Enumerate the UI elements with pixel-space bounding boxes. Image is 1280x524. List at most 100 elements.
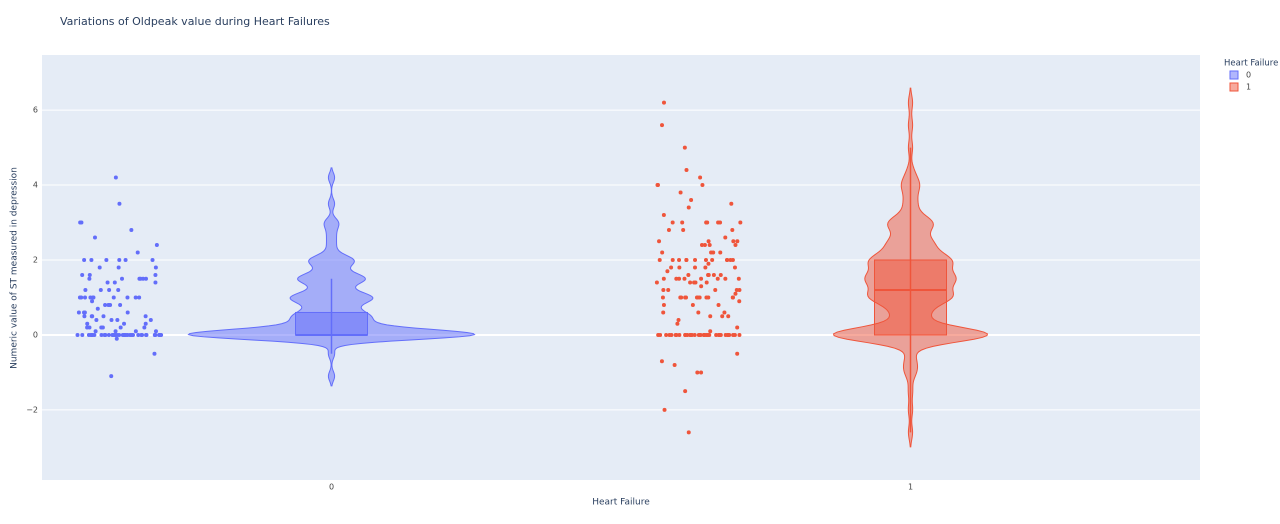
point: [710, 258, 715, 263]
point: [144, 332, 149, 337]
point: [738, 220, 743, 225]
point: [661, 276, 666, 281]
point: [718, 332, 723, 337]
point: [89, 332, 94, 337]
point: [75, 332, 80, 337]
point: [82, 314, 87, 319]
point: [152, 332, 157, 337]
point: [79, 295, 84, 300]
point: [131, 332, 136, 337]
point: [654, 280, 659, 285]
point: [150, 258, 155, 263]
point: [706, 239, 711, 244]
point: [143, 314, 148, 319]
point: [85, 325, 90, 330]
box: [295, 311, 368, 336]
point: [115, 317, 120, 322]
point: [99, 332, 104, 337]
legend-swatch: [1229, 82, 1239, 92]
point: [714, 332, 719, 337]
point: [101, 314, 106, 319]
point: [123, 258, 128, 263]
point: [669, 265, 674, 270]
point: [677, 258, 682, 263]
point: [115, 332, 120, 337]
point: [732, 265, 737, 270]
point: [686, 205, 691, 210]
point: [737, 287, 742, 292]
point: [723, 235, 728, 240]
point: [729, 201, 734, 206]
point: [103, 332, 108, 337]
point: [112, 280, 117, 285]
point: [706, 272, 711, 277]
point: [661, 310, 666, 315]
point: [708, 329, 713, 334]
point: [660, 295, 665, 300]
point: [129, 228, 134, 233]
point: [661, 213, 666, 218]
point: [133, 295, 138, 300]
point: [119, 276, 124, 281]
point: [686, 430, 691, 435]
point: [703, 258, 708, 263]
point: [704, 280, 709, 285]
point: [662, 407, 667, 412]
point: [110, 332, 115, 337]
legend-title: Heart Failure: [1224, 59, 1278, 69]
point: [113, 175, 118, 180]
point: [688, 280, 693, 285]
point: [726, 314, 731, 319]
y-tick-label: 0: [33, 330, 38, 339]
point: [89, 314, 94, 319]
point: [684, 168, 689, 173]
point: [106, 302, 111, 307]
chart-title: Variations of Oldpeak value during Heart…: [60, 15, 330, 28]
point: [118, 302, 123, 307]
point: [661, 100, 666, 105]
point: [715, 276, 720, 281]
point: [699, 370, 704, 375]
point: [95, 306, 100, 311]
point: [677, 265, 682, 270]
point: [157, 332, 162, 337]
point: [90, 295, 95, 300]
point: [118, 325, 123, 330]
point: [143, 321, 148, 326]
point: [733, 291, 738, 296]
point: [666, 287, 671, 292]
point: [148, 317, 153, 322]
point: [696, 310, 701, 315]
point: [153, 329, 158, 334]
legend-label: 1: [1246, 83, 1251, 92]
point: [114, 336, 119, 341]
y-tick-label: 4: [33, 181, 38, 190]
point: [676, 317, 681, 322]
point: [700, 183, 705, 188]
point: [87, 276, 92, 281]
point: [682, 276, 687, 281]
point: [100, 325, 105, 330]
point: [136, 332, 141, 337]
point: [678, 190, 683, 195]
point: [109, 374, 114, 379]
point: [718, 272, 723, 277]
point: [702, 332, 707, 337]
point: [697, 295, 702, 300]
point: [723, 276, 728, 281]
point: [708, 314, 713, 319]
y-tick-label: 6: [33, 106, 38, 115]
point: [693, 280, 698, 285]
point: [76, 310, 81, 315]
point: [85, 321, 90, 326]
point: [735, 351, 740, 356]
point: [90, 299, 95, 304]
point: [674, 276, 679, 281]
point: [143, 276, 148, 281]
point: [675, 321, 680, 326]
point: [152, 351, 157, 356]
point: [97, 265, 102, 270]
point: [109, 317, 114, 322]
point: [104, 258, 109, 263]
